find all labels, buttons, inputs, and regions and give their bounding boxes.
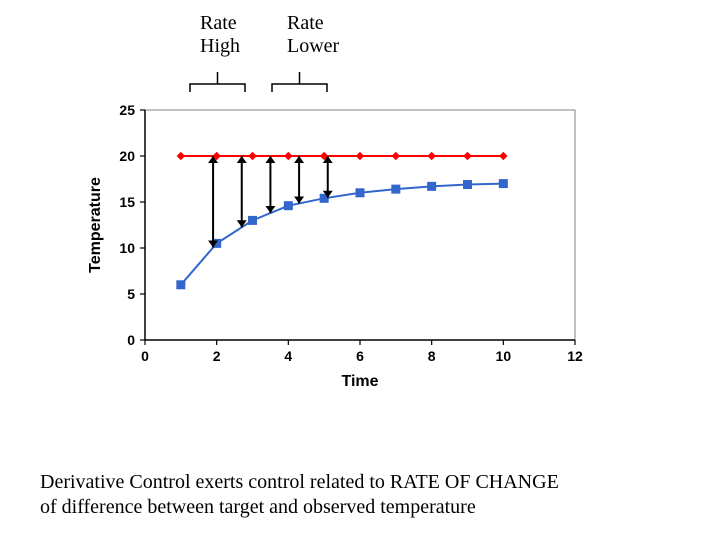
svg-text:Temperature: Temperature — [87, 177, 104, 273]
svg-text:25: 25 — [119, 102, 135, 118]
svg-text:10: 10 — [496, 348, 512, 364]
caption-line1: Derivative Control exerts control relate… — [40, 471, 559, 493]
svg-text:0: 0 — [127, 332, 135, 348]
brackets — [0, 0, 720, 100]
svg-text:0: 0 — [141, 348, 149, 364]
svg-text:15: 15 — [119, 194, 135, 210]
caption: Derivative Control exerts control relate… — [40, 470, 680, 520]
svg-text:8: 8 — [428, 348, 436, 364]
svg-text:2: 2 — [213, 348, 221, 364]
svg-text:Time: Time — [341, 373, 378, 390]
caption-line2: of difference between target and observe… — [40, 496, 476, 518]
svg-text:20: 20 — [119, 148, 135, 164]
svg-text:12: 12 — [567, 348, 583, 364]
svg-text:5: 5 — [127, 286, 135, 302]
chart: 0 5 10 15 20 25 0 2 4 6 8 10 12 Time Temperature — [85, 100, 585, 390]
svg-text:6: 6 — [356, 348, 364, 364]
svg-text:4: 4 — [284, 348, 292, 364]
svg-text:10: 10 — [119, 240, 135, 256]
chart-svg: 0 5 10 15 20 25 0 2 4 6 8 10 12 Time Temperature — [85, 100, 585, 390]
